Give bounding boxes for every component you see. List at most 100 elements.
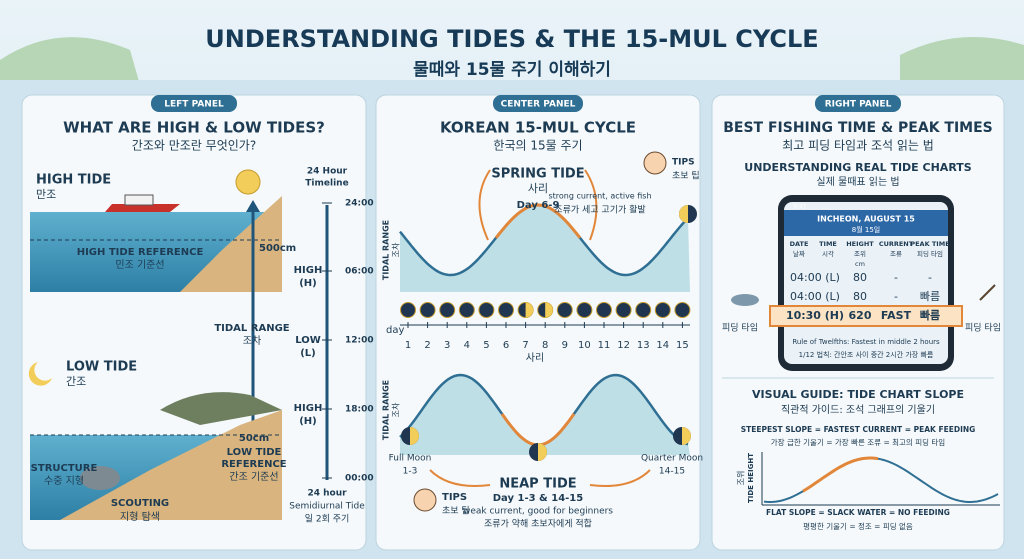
right-guide-title: VISUAL GUIDE: TIDE CHART SLOPE <box>752 388 964 401</box>
left-title: WHAT ARE HIGH & LOW TIDES? <box>63 119 325 137</box>
right-phone-columns: HEIGHT <box>846 240 874 248</box>
tide-curve-peak <box>494 203 582 239</box>
center-days: 12 <box>617 340 630 351</box>
left-high-ref: HIGH TIDE REFERENCE <box>77 247 204 258</box>
right-feeding-labels: 피딩 타임 <box>722 322 758 334</box>
center-spring-note: strong current, active fish <box>548 192 651 201</box>
center-days: 1 <box>405 340 411 351</box>
right-guide-steep: STEEPEST SLOPE = FASTEST CURRENT = PEAK … <box>741 425 976 434</box>
right-phone-header: INCHEON, AUGUST 15 <box>817 215 915 224</box>
center-spring-ko: 사리 <box>528 182 548 195</box>
moon-phase <box>419 302 436 318</box>
right-phone-rows: 620 <box>849 309 872 322</box>
left-tidal-range: TIDAL RANGE <box>214 323 289 334</box>
center-days: 15 <box>676 340 689 351</box>
center-days: 9 <box>562 340 568 351</box>
arrow <box>429 469 491 487</box>
center-spring-mark: 사리 <box>526 352 544 364</box>
center-neap-days: Day 1-3 & 14-15 <box>493 493 584 504</box>
left-structure: 수중 지형 <box>44 475 84 487</box>
left-timeline-markers: HIGH <box>294 265 323 276</box>
rod <box>979 284 996 301</box>
center-tips-bottom: 초보 팁 <box>442 505 470 517</box>
island <box>0 37 140 85</box>
center-days: 14 <box>656 340 669 351</box>
right-phone-rule: Rule of Twelfths: Fastest in middle 2 ho… <box>792 338 940 346</box>
center-days: 3 <box>444 340 450 351</box>
left-timeline-footer: 24 hour <box>307 489 347 499</box>
left-timeline-times: 00:00 <box>345 474 374 484</box>
moon-phase <box>400 302 416 318</box>
right-phone-columns: 시각 <box>822 250 834 258</box>
tag-pill <box>815 95 901 112</box>
right-phone-rows: 04:00 (L) <box>790 271 840 284</box>
center-days: 8 <box>542 340 548 351</box>
highlight-row <box>769 305 963 327</box>
tide-area <box>400 205 690 292</box>
center-tag: CENTER PANEL <box>501 100 576 110</box>
right-guide-flat: FLAT SLOPE = SLACK WATER = NO FEEDING <box>766 508 950 517</box>
left-timeline-times: 12:00 <box>345 336 374 346</box>
left-high-height: 500cm <box>259 243 296 254</box>
right-phone-columns: 피딩 타임 <box>917 249 943 258</box>
center-quarter-moon: 14-15 <box>659 467 685 477</box>
right-phone-columns: cm <box>855 260 865 268</box>
right-phone-columns: CURRENT <box>879 240 914 248</box>
right-guide-subtitle: 직관적 가이드: 조석 그래프의 기울기 <box>781 404 935 416</box>
center-subtitle: 한국의 15물 주기 <box>493 139 582 153</box>
center-tidal-range-bottom: TIDAL RANGE <box>382 380 391 440</box>
right-heading: 실제 물때표 읽는 법 <box>816 175 899 188</box>
left-low-tide: LOW TIDE <box>66 360 137 375</box>
right-phone-rows: - <box>894 290 898 303</box>
right-phone-columns: TIME <box>819 240 837 248</box>
center-days: 10 <box>578 340 591 351</box>
left-low-ref: 간조 기준선 <box>229 471 278 483</box>
center-full-moon: Full Moon <box>389 454 432 464</box>
right-tag: RIGHT PANEL <box>825 100 892 110</box>
center-neap-title: NEAP TIDE <box>499 477 576 492</box>
arrow <box>584 169 598 241</box>
right-phone-rows: 빠름 <box>920 308 940 322</box>
center-neap-note: 조류가 약해 초보자에게 적합 <box>484 518 592 530</box>
shore <box>60 410 282 520</box>
right-guide-axis: 조위 <box>737 471 746 486</box>
moon-lit <box>679 205 688 223</box>
right-phone-rows: 10:30 (H) <box>786 309 844 322</box>
tag-pill <box>151 95 237 112</box>
phone-header <box>784 210 948 236</box>
right-guide-axis: TIDE HEIGHT <box>747 453 755 503</box>
left-tag: LEFT PANEL <box>164 100 224 110</box>
right-heading: UNDERSTANDING REAL TIDE CHARTS <box>744 161 972 174</box>
boat <box>105 204 180 212</box>
left-high-tide: 만조 <box>36 188 56 201</box>
left-scouting: SCOUTING <box>111 498 169 509</box>
left-timeline-footer: 일 2회 주기 <box>305 514 350 525</box>
left-timeline-times: 06:00 <box>345 267 374 277</box>
center-title: KOREAN 15-MUL CYCLE <box>440 119 636 137</box>
center-days: 13 <box>637 340 650 351</box>
left-timeline-markers: LOW <box>295 335 321 346</box>
left-high-tide: HIGH TIDE <box>36 173 111 188</box>
left-timeline-markers: (H) <box>299 278 317 289</box>
tag-pill <box>493 95 583 112</box>
center-quarter-moon: Quarter Moon <box>641 454 703 464</box>
moon-lit <box>538 443 547 461</box>
left-low-ref: LOW TIDE <box>227 447 282 458</box>
center-neap-note: weak current, good for beginners <box>463 507 613 517</box>
moon-phase <box>478 302 495 318</box>
left-scouting: 지형 탐색 <box>120 511 160 523</box>
center-days: 5 <box>483 340 489 351</box>
moon-phase <box>576 302 593 318</box>
center-spring-title: SPRING TIDE <box>491 167 584 182</box>
left-timeline-times: 24:00 <box>345 199 374 209</box>
right-phone-rows: - <box>928 271 932 284</box>
moon-phase <box>596 302 612 318</box>
right-phone-rows: - <box>894 271 898 284</box>
tips-avatar <box>643 151 667 175</box>
slope-curve-steep <box>802 456 879 493</box>
right-title: BEST FISHING TIME & PEAK TIMES <box>723 120 993 136</box>
right-feeding-labels: 피딩 타임 <box>965 322 1001 334</box>
center-tidal-range-top: TIDAL RANGE <box>382 220 391 280</box>
left-low-tide: 간조 <box>66 375 86 388</box>
